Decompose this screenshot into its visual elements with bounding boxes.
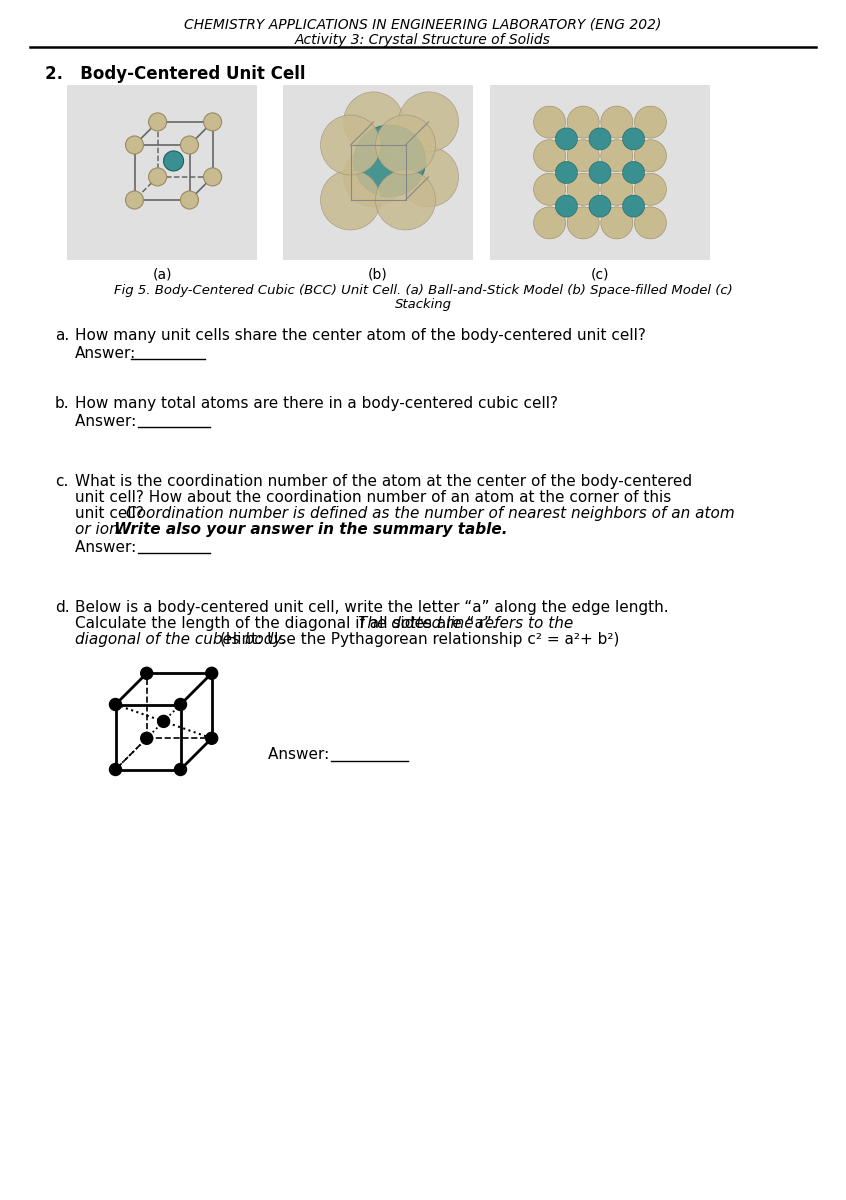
Bar bbox=[67, 85, 257, 260]
Circle shape bbox=[601, 139, 633, 172]
Circle shape bbox=[109, 763, 122, 775]
Circle shape bbox=[556, 128, 578, 150]
Circle shape bbox=[376, 170, 436, 230]
Circle shape bbox=[163, 151, 184, 170]
Circle shape bbox=[398, 92, 459, 152]
Circle shape bbox=[589, 128, 611, 150]
Circle shape bbox=[125, 191, 144, 209]
Text: Stacking: Stacking bbox=[394, 298, 452, 311]
Text: Answer:: Answer: bbox=[75, 346, 136, 361]
Circle shape bbox=[343, 92, 404, 152]
Text: How many unit cells share the center atom of the body-centered unit cell?: How many unit cells share the center ato… bbox=[75, 328, 645, 343]
Bar bbox=[283, 85, 473, 260]
Circle shape bbox=[601, 206, 633, 239]
Circle shape bbox=[534, 206, 566, 239]
Circle shape bbox=[634, 206, 667, 239]
Circle shape bbox=[125, 136, 144, 154]
Text: The dotted line refers to the: The dotted line refers to the bbox=[358, 616, 574, 631]
Text: (b): (b) bbox=[368, 268, 387, 282]
Circle shape bbox=[354, 125, 426, 197]
Circle shape bbox=[174, 698, 186, 710]
Bar bbox=[490, 85, 710, 260]
Text: What is the coordination number of the atom at the center of the body-centered: What is the coordination number of the a… bbox=[75, 474, 692, 490]
Circle shape bbox=[634, 173, 667, 205]
Circle shape bbox=[567, 206, 599, 239]
Circle shape bbox=[180, 136, 199, 154]
Circle shape bbox=[534, 139, 566, 172]
Circle shape bbox=[174, 763, 186, 775]
Text: Calculate the length of the diagonal if all sides are “a”.: Calculate the length of the diagonal if … bbox=[75, 616, 502, 631]
Text: diagonal of the cubes body.: diagonal of the cubes body. bbox=[75, 632, 286, 647]
Text: Write also your answer in the summary table.: Write also your answer in the summary ta… bbox=[109, 522, 508, 538]
Circle shape bbox=[589, 162, 611, 184]
Text: unit cell?: unit cell? bbox=[75, 506, 149, 521]
Text: Answer:: Answer: bbox=[75, 414, 141, 428]
Circle shape bbox=[567, 139, 599, 172]
Circle shape bbox=[140, 732, 152, 744]
Circle shape bbox=[321, 170, 381, 230]
Circle shape bbox=[534, 106, 566, 138]
Text: CHEMISTRY APPLICATIONS IN ENGINEERING LABORATORY (ENG 202): CHEMISTRY APPLICATIONS IN ENGINEERING LA… bbox=[184, 18, 662, 32]
Circle shape bbox=[534, 173, 566, 205]
Text: How many total atoms are there in a body-centered cubic cell?: How many total atoms are there in a body… bbox=[75, 396, 558, 410]
Circle shape bbox=[634, 106, 667, 138]
Circle shape bbox=[343, 146, 404, 206]
Text: Answer:: Answer: bbox=[75, 540, 141, 554]
Circle shape bbox=[556, 162, 578, 184]
Text: 2.   Body-Centered Unit Cell: 2. Body-Centered Unit Cell bbox=[45, 65, 305, 83]
Text: (a): (a) bbox=[152, 268, 172, 282]
Text: unit cell? How about the coordination number of an atom at the corner of this: unit cell? How about the coordination nu… bbox=[75, 490, 671, 505]
Circle shape bbox=[321, 115, 381, 175]
Circle shape bbox=[623, 196, 645, 217]
Circle shape bbox=[204, 113, 222, 131]
Circle shape bbox=[109, 698, 122, 710]
Text: Fig 5. Body-Centered Cubic (BCC) Unit Cell. (a) Ball-and-Stick Model (b) Space-f: Fig 5. Body-Centered Cubic (BCC) Unit Ce… bbox=[113, 284, 733, 296]
Circle shape bbox=[157, 715, 169, 727]
Circle shape bbox=[149, 113, 167, 131]
Circle shape bbox=[601, 106, 633, 138]
Text: a.: a. bbox=[55, 328, 69, 343]
Text: Coordination number is defined as the number of nearest neighbors of an atom: Coordination number is defined as the nu… bbox=[126, 506, 734, 521]
Circle shape bbox=[567, 173, 599, 205]
Circle shape bbox=[204, 168, 222, 186]
Circle shape bbox=[206, 667, 217, 679]
Circle shape bbox=[398, 146, 459, 206]
Circle shape bbox=[556, 196, 578, 217]
Circle shape bbox=[376, 115, 436, 175]
Text: (Hint: Use the Pythagorean relationship c² = a²+ b²): (Hint: Use the Pythagorean relationship … bbox=[215, 632, 619, 647]
Text: or ion.: or ion. bbox=[75, 522, 124, 538]
Circle shape bbox=[567, 106, 599, 138]
Circle shape bbox=[623, 162, 645, 184]
Circle shape bbox=[180, 191, 199, 209]
Circle shape bbox=[623, 128, 645, 150]
Text: c.: c. bbox=[55, 474, 69, 490]
Text: d.: d. bbox=[55, 600, 69, 614]
Text: Below is a body-centered unit cell, write the letter “a” along the edge length.: Below is a body-centered unit cell, writ… bbox=[75, 600, 668, 614]
Circle shape bbox=[634, 139, 667, 172]
Text: Answer:: Answer: bbox=[268, 746, 334, 762]
Circle shape bbox=[589, 196, 611, 217]
Text: b.: b. bbox=[55, 396, 69, 410]
Circle shape bbox=[140, 667, 152, 679]
Text: Activity 3: Crystal Structure of Solids: Activity 3: Crystal Structure of Solids bbox=[295, 32, 551, 47]
Circle shape bbox=[149, 168, 167, 186]
Circle shape bbox=[206, 732, 217, 744]
Circle shape bbox=[601, 173, 633, 205]
Text: (c): (c) bbox=[591, 268, 609, 282]
